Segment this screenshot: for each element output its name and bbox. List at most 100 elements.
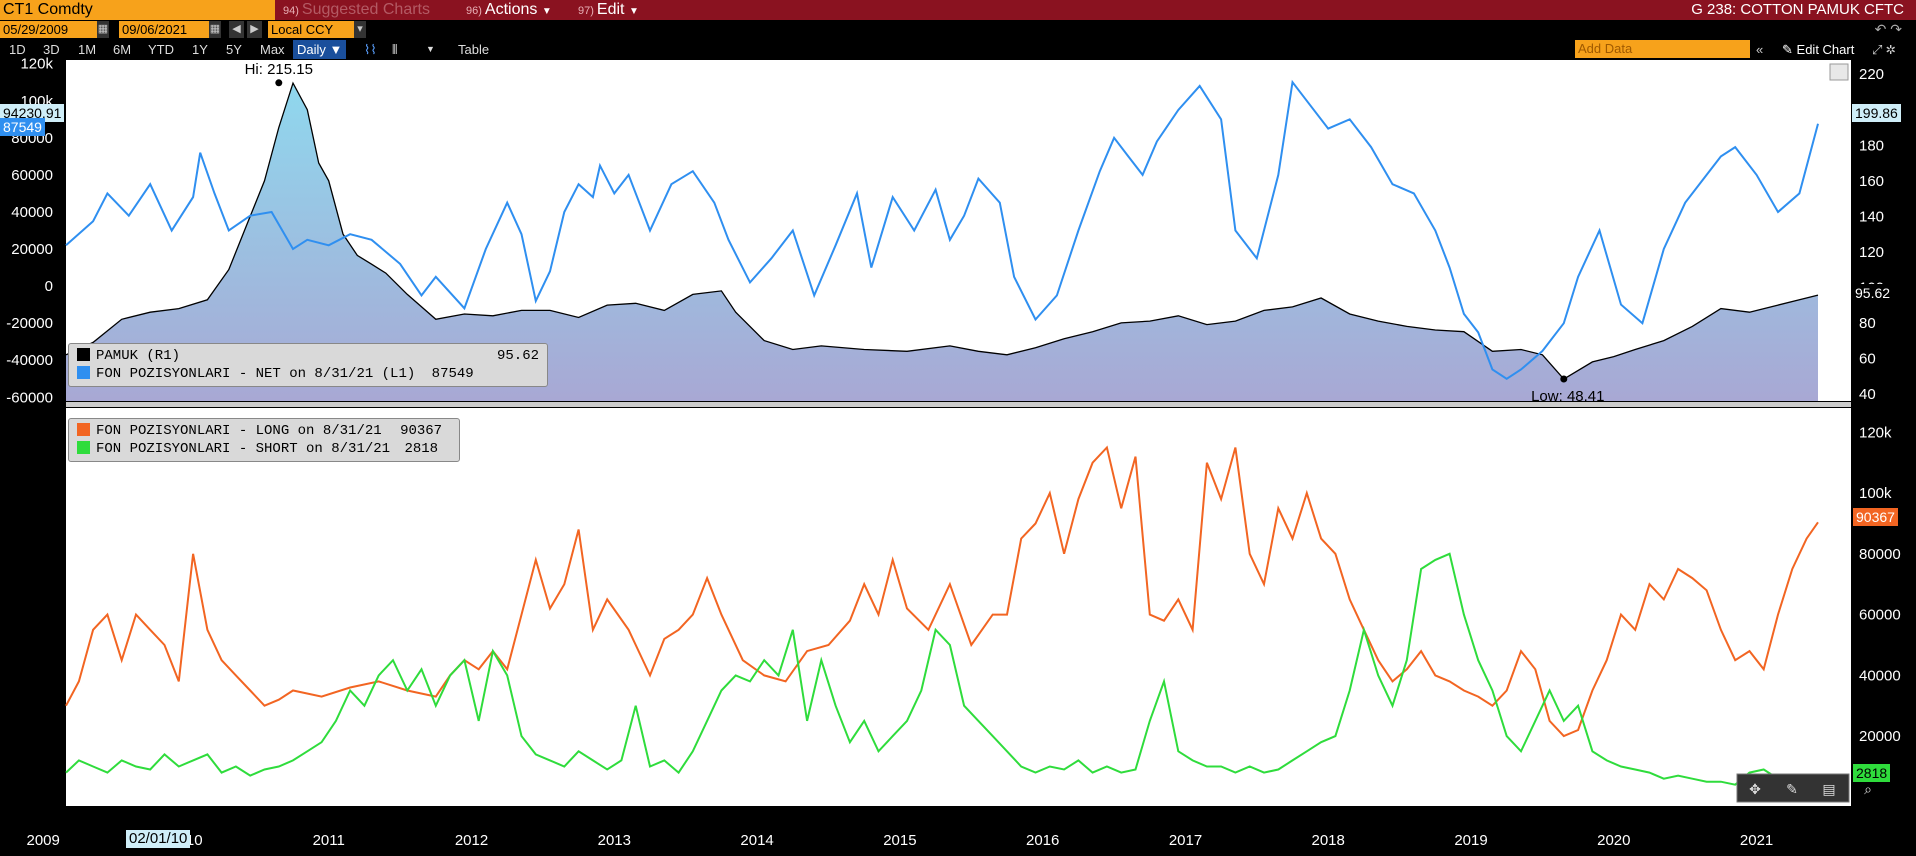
chevron-down-icon[interactable]: ▼ [426, 44, 435, 54]
x-axis-tick: 2017 [1169, 832, 1202, 849]
x-axis-tick: 2013 [598, 832, 631, 849]
collapse-icon[interactable]: « [1756, 42, 1764, 57]
edit-chart-label: Edit Chart [1796, 42, 1855, 57]
edit-label: Edit [596, 1, 625, 18]
chevron-down-icon: ▼ [628, 6, 639, 17]
x-axis-tick: 2012 [455, 832, 488, 849]
legend-row-short[interactable]: FON POZISYONLARI - SHORT on 8/31/21 2818 [77, 440, 451, 458]
add-data-input[interactable]: Add Data [1575, 40, 1750, 58]
actions-label: Actions [484, 1, 538, 18]
series-swatch [77, 423, 90, 436]
lower-legend[interactable]: FON POZISYONLARI - LONG on 8/31/21 90367… [68, 418, 460, 462]
legend-label: FON POZISYONLARI - SHORT on 8/31/21 [96, 441, 391, 457]
suggested-charts-number: 94) [283, 5, 299, 17]
left-tag-crosshair: 94230.91 [0, 104, 65, 122]
right-axis-tick: 40 [1859, 386, 1876, 403]
frequency-label: Daily [297, 42, 326, 57]
draw-icon[interactable]: ✎ [1786, 781, 1798, 797]
high-marker [275, 79, 283, 87]
end-date-input[interactable]: 09/06/2021 [119, 21, 209, 38]
series-line-net [65, 79, 1819, 380]
x-axis-tick: 2020 [1597, 832, 1630, 849]
zoom-icon[interactable]: ⌕ [1864, 781, 1872, 797]
left-axis-tick: -60000 [6, 389, 53, 406]
chart-title: G 238: COTTON PAMUK CFTC [1691, 1, 1904, 18]
x-axis-tick: 2016 [1026, 832, 1059, 849]
range-1y[interactable]: 1Y [192, 42, 208, 57]
series-line-long [65, 445, 1819, 738]
x-axis-tick: 2018 [1312, 832, 1345, 849]
calendar-icon[interactable]: ▦ [97, 21, 109, 38]
x-axis-tick: 2019 [1454, 832, 1487, 849]
start-date-input[interactable]: 05/29/2009 [0, 21, 98, 38]
chevron-down-icon: ▼ [329, 42, 343, 57]
x-axis-tick: 2021 [1740, 832, 1773, 849]
frequency-select[interactable]: Daily ▼ [293, 40, 347, 59]
upper-legend[interactable]: PAMUK (R1) 95.62 FON POZISYONLARI - NET … [68, 343, 548, 387]
right-axis-tick: 120 [1859, 244, 1884, 261]
high-label: Hi: 215.15 [245, 61, 313, 78]
left-axis-tick: -20000 [6, 315, 53, 332]
bar-chart-icon[interactable]: ⫴ [392, 42, 398, 57]
line-chart-icon[interactable]: ⌇⌇ [364, 42, 377, 57]
left-axis-tick: 120k [20, 56, 53, 73]
crosshair-icon[interactable]: ✥ [1749, 781, 1761, 797]
actions-menu[interactable]: 96) Actions ▼ [466, 0, 552, 20]
right-tag-crosshair: 199.86 [1852, 104, 1901, 122]
prev-period-icon[interactable]: ◀ [229, 21, 244, 38]
left-tag-net: 87549 [0, 118, 45, 136]
date-row [0, 20, 1916, 40]
left-axis-tick: -40000 [6, 352, 53, 369]
legend-label: PAMUK (R1) [96, 348, 181, 364]
lower-right-axis-tick: 80000 [1859, 546, 1901, 563]
x-axis-tick: 2015 [883, 832, 916, 849]
legend-row-long[interactable]: FON POZISYONLARI - LONG on 8/31/21 90367 [77, 422, 451, 440]
lower-right-axis-tick: 120k [1859, 424, 1892, 441]
calendar-icon[interactable]: ▦ [209, 21, 221, 38]
x-axis-tick: 2009 [27, 832, 60, 849]
chevron-down-icon: ▼ [541, 6, 552, 17]
security-ticker[interactable]: CT1 Comdty [0, 0, 275, 20]
actions-number: 96) [466, 5, 482, 17]
right-axis-tick: 80 [1859, 315, 1876, 332]
table-button[interactable]: Table [458, 42, 490, 57]
left-axis-tick: 0 [45, 278, 53, 295]
legend-value: 2818 [404, 441, 439, 457]
range-ytd[interactable]: YTD [148, 42, 174, 57]
legend-row-pamuk[interactable]: PAMUK (R1) 95.62 [77, 347, 539, 365]
series-swatch [77, 348, 90, 361]
currency-select[interactable]: Local CCY [268, 21, 354, 38]
edit-menu[interactable]: 97) Edit ▼ [578, 0, 639, 20]
next-period-icon[interactable]: ▶ [247, 21, 262, 38]
range-row [0, 40, 1916, 59]
panel-divider[interactable] [66, 402, 1851, 407]
legend-value: 90367 [400, 423, 443, 439]
range-max[interactable]: Max [260, 42, 285, 57]
suggested-charts-menu[interactable]: 94) Suggested Charts [283, 0, 430, 20]
save-icon[interactable]: ▤ [1822, 781, 1835, 797]
left-axis-tick: 20000 [11, 241, 53, 258]
range-1m[interactable]: 1M [78, 42, 97, 57]
range-3d[interactable]: 3D [43, 42, 60, 57]
legend-label: FON POZISYONLARI - LONG on 8/31/21 [96, 423, 382, 439]
undo-redo-icons[interactable]: ↶ ↷ [1874, 21, 1902, 37]
chart-tools-icons[interactable]: ⤢ ✲ [1872, 42, 1896, 57]
series-swatch [77, 441, 90, 454]
series-line-short [65, 552, 1819, 790]
lower-right-axis-tick: 60000 [1859, 607, 1901, 624]
left-axis-tick: 40000 [11, 204, 53, 221]
lower-right-axis-tick: 20000 [1859, 728, 1901, 745]
function-bar [0, 0, 1916, 20]
zoom-toolbar[interactable]: ✥ ✎ ▤ ⌕ [1736, 773, 1872, 803]
chevron-down-icon[interactable]: ▾ [354, 21, 366, 38]
right-tag-pamuk: 95.62 [1852, 284, 1894, 302]
edit-chart-button[interactable]: ✎ Edit Chart [1782, 40, 1854, 59]
panel-collapse-icon[interactable] [1829, 63, 1849, 81]
range-6m[interactable]: 6M [113, 42, 132, 57]
legend-row-net[interactable]: FON POZISYONLARI - NET on 8/31/21 (L1) 8… [77, 365, 539, 383]
left-axis-tick: 60000 [11, 167, 53, 184]
range-1d[interactable]: 1D [9, 42, 26, 57]
lower-right-axis-tick: 100k [1859, 485, 1892, 502]
range-5y[interactable]: 5Y [226, 42, 242, 57]
